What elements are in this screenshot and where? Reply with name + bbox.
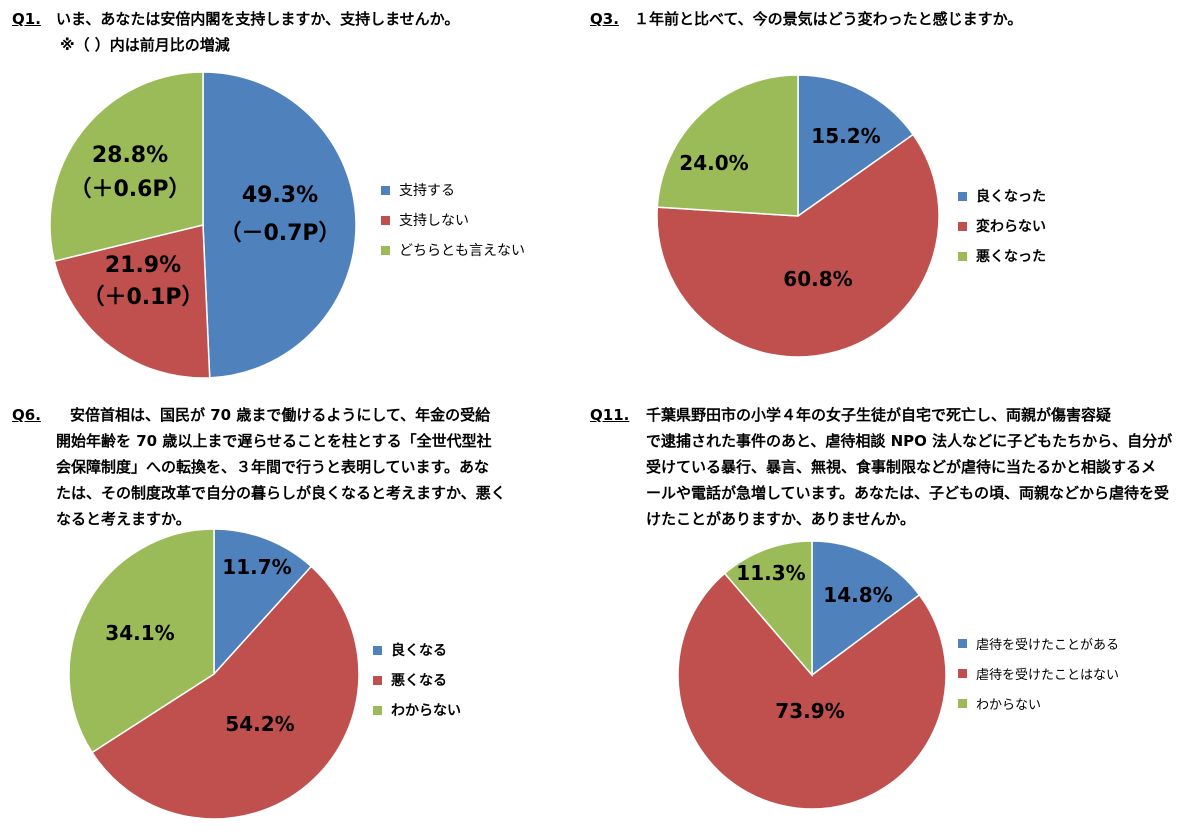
q11-title: Q11. 千葉県野田市の小学４年の女子生徒が自宅で死亡し、両親が傷害容疑 で逮捕… — [590, 402, 1195, 532]
q6-legend-swatch-worse — [373, 675, 382, 685]
q6-title: Q6. 安倍首相は、国民が 70 歳まで働けるようにして、年金の受給 開始年齢を… — [12, 402, 582, 532]
q1-legend-label-neither: どちらとも言えない — [399, 243, 525, 259]
q11-legend-swatch-unknown — [958, 698, 967, 708]
q1-change-label-support: （－0.7P） — [219, 221, 340, 246]
q3-legend-label-worse: 悪くなった — [976, 249, 1046, 265]
q3-legend-swatch-unchanged — [958, 221, 967, 231]
q11-value-label-unknown: 11.3% — [736, 561, 805, 585]
q6-value-label-worse: 54.2% — [225, 712, 294, 736]
q6-slice-better — [213, 528, 313, 676]
q6-question-line-2: 開始年齢を 70 歳以上まで遅らせることを柱とする「全世代型社 — [56, 432, 492, 450]
q3-pie-chart: 15.2% 60.8% 24.0% — [656, 74, 940, 358]
q6-question-line-5: なると考えますか。 — [56, 510, 191, 528]
q11-value-label-not-abused: 73.9% — [775, 699, 844, 723]
q3-legend-item-worse: 悪くなった — [958, 241, 1046, 271]
q6-pie-chart: 11.7% 54.2% 34.1% — [68, 528, 360, 820]
q3-number: Q3. — [590, 10, 619, 28]
q11-legend-item-unknown: わからない — [958, 688, 1119, 718]
q11-number: Q11. — [590, 406, 630, 424]
q6-legend: 良くなる 悪くなる わからない — [373, 635, 461, 725]
q11-legend-label-unknown: わからない — [976, 697, 1042, 713]
q1-slice-support — [202, 71, 357, 379]
q1-legend-label-support: 支持する — [399, 183, 455, 199]
q11-question-line-2: で逮捕された事件のあと、虐待相談 NPO 法人などに子どもたちから、自分が — [646, 432, 1173, 450]
q3-legend-swatch-better — [958, 191, 967, 201]
q11-question-line-4: ールや電話が急増しています。あなたは、子どもの頃、両親などから虐待を受 — [646, 484, 1170, 502]
q11-slice-not-abused — [677, 572, 947, 810]
q6-question-line-1: 安倍首相は、国民が 70 歳まで働けるようにして、年金の受給 — [70, 406, 491, 424]
q6-legend-label-worse: 悪くなる — [391, 673, 447, 689]
q3-value-label-unchanged: 60.8% — [783, 267, 852, 291]
q1-value-label-support: 49.3% — [242, 183, 318, 208]
q3-title: Q3. １年前と比べて、今の景気はどう変わったと感じますか。 — [590, 6, 1190, 32]
q6-legend-item-better: 良くなる — [373, 635, 461, 665]
q1-legend-label-not-support: 支持しない — [399, 213, 469, 229]
q6-question-line-4: たは、その制度改革で自分の暮らしが良くなると考えますか、悪く — [56, 484, 506, 502]
q11-legend-item-not-abused: 虐待を受けたことはない — [958, 658, 1119, 688]
q1-legend: 支持する 支持しない どちらとも言えない — [381, 175, 525, 265]
q1-legend-swatch-support — [381, 185, 390, 195]
q11-question-line-1: 千葉県野田市の小学４年の女子生徒が自宅で死亡し、両親が傷害容疑 — [646, 406, 1112, 424]
q11-legend-label-not-abused: 虐待を受けたことはない — [976, 667, 1120, 683]
q11-legend-item-abused: 虐待を受けたことがある — [958, 628, 1119, 658]
q1-legend-item-neither: どちらとも言えない — [381, 235, 525, 265]
q11-question-line-3: 受けている暴行、暴言、無視、食事制限などが虐待に当たるかと相談するメ — [646, 458, 1157, 476]
q6-value-label-unknown: 34.1% — [105, 621, 174, 645]
q3-legend-label-unchanged: 変わらない — [976, 219, 1046, 235]
q3-slice-better — [797, 74, 915, 218]
q1-legend-swatch-neither — [381, 245, 390, 255]
q11-question-line-5: けたことがありますか、ありませんか。 — [646, 510, 915, 528]
q1-subtitle: ※（ ）内は前月比の増減 — [60, 36, 230, 54]
q3-legend-swatch-worse — [958, 251, 967, 261]
q3-legend: 良くなった 変わらない 悪くなった — [958, 181, 1046, 271]
q11-value-label-abused: 14.8% — [823, 583, 892, 607]
q11-legend-label-abused: 虐待を受けたことがある — [976, 637, 1120, 653]
q1-number: Q1. — [12, 10, 41, 28]
q1-title: Q1. いま、あなたは安倍内閣を支持しますか、支持しませんか。 — [12, 6, 572, 32]
q3-question: １年前と比べて、今の景気はどう変わったと感じますか。 — [634, 10, 1023, 28]
q6-legend-item-unknown: わからない — [373, 695, 461, 725]
q11-legend-swatch-abused — [958, 638, 967, 648]
q1-value-label-not-support: 21.9% — [105, 253, 181, 278]
q1-pie-chart: 49.3% （－0.7P） 21.9% （＋0.1P） 28.8% （＋0.6P） — [49, 71, 357, 379]
q6-slice-worse — [91, 565, 360, 820]
q1-legend-item-support: 支持する — [381, 175, 525, 205]
q1-change-label-neither: （＋0.6P） — [69, 177, 190, 202]
q11-slice-unknown — [723, 540, 813, 678]
q11-legend: 虐待を受けたことがある 虐待を受けたことはない わからない — [958, 628, 1119, 718]
q6-legend-label-unknown: わからない — [391, 703, 461, 719]
q3-legend-label-better: 良くなった — [976, 189, 1046, 205]
q3-slice-worse — [656, 74, 799, 217]
q1-legend-swatch-not-support — [381, 215, 390, 225]
q3-legend-item-unchanged: 変わらない — [958, 211, 1046, 241]
q6-number: Q6. — [12, 406, 41, 424]
q3-value-label-worse: 24.0% — [679, 151, 748, 175]
q6-legend-swatch-better — [373, 645, 382, 655]
q11-legend-swatch-not-abused — [958, 668, 967, 678]
q1-slice-neither — [49, 71, 204, 263]
q6-legend-swatch-unknown — [373, 705, 382, 715]
q1-legend-item-not-support: 支持しない — [381, 205, 525, 235]
q1-slice-not-support — [53, 224, 211, 379]
q6-slice-unknown — [68, 528, 215, 754]
q3-legend-item-better: 良くなった — [958, 181, 1046, 211]
q3-slice-unchanged — [656, 133, 940, 358]
q6-value-label-better: 11.7% — [222, 555, 291, 579]
q6-legend-label-better: 良くなる — [391, 643, 447, 659]
q1-value-label-neither: 28.8% — [92, 143, 168, 168]
q3-value-label-better: 15.2% — [811, 124, 880, 148]
q11-slice-abused — [811, 540, 921, 677]
q6-legend-item-worse: 悪くなる — [373, 665, 461, 695]
q1-question: いま、あなたは安倍内閣を支持しますか、支持しませんか。 — [56, 10, 460, 28]
q6-question-line-3: 会保障制度」への転換を、３年間で行うと表明しています。あな — [56, 458, 490, 476]
q1-change-label-not-support: （＋0.1P） — [82, 285, 203, 310]
